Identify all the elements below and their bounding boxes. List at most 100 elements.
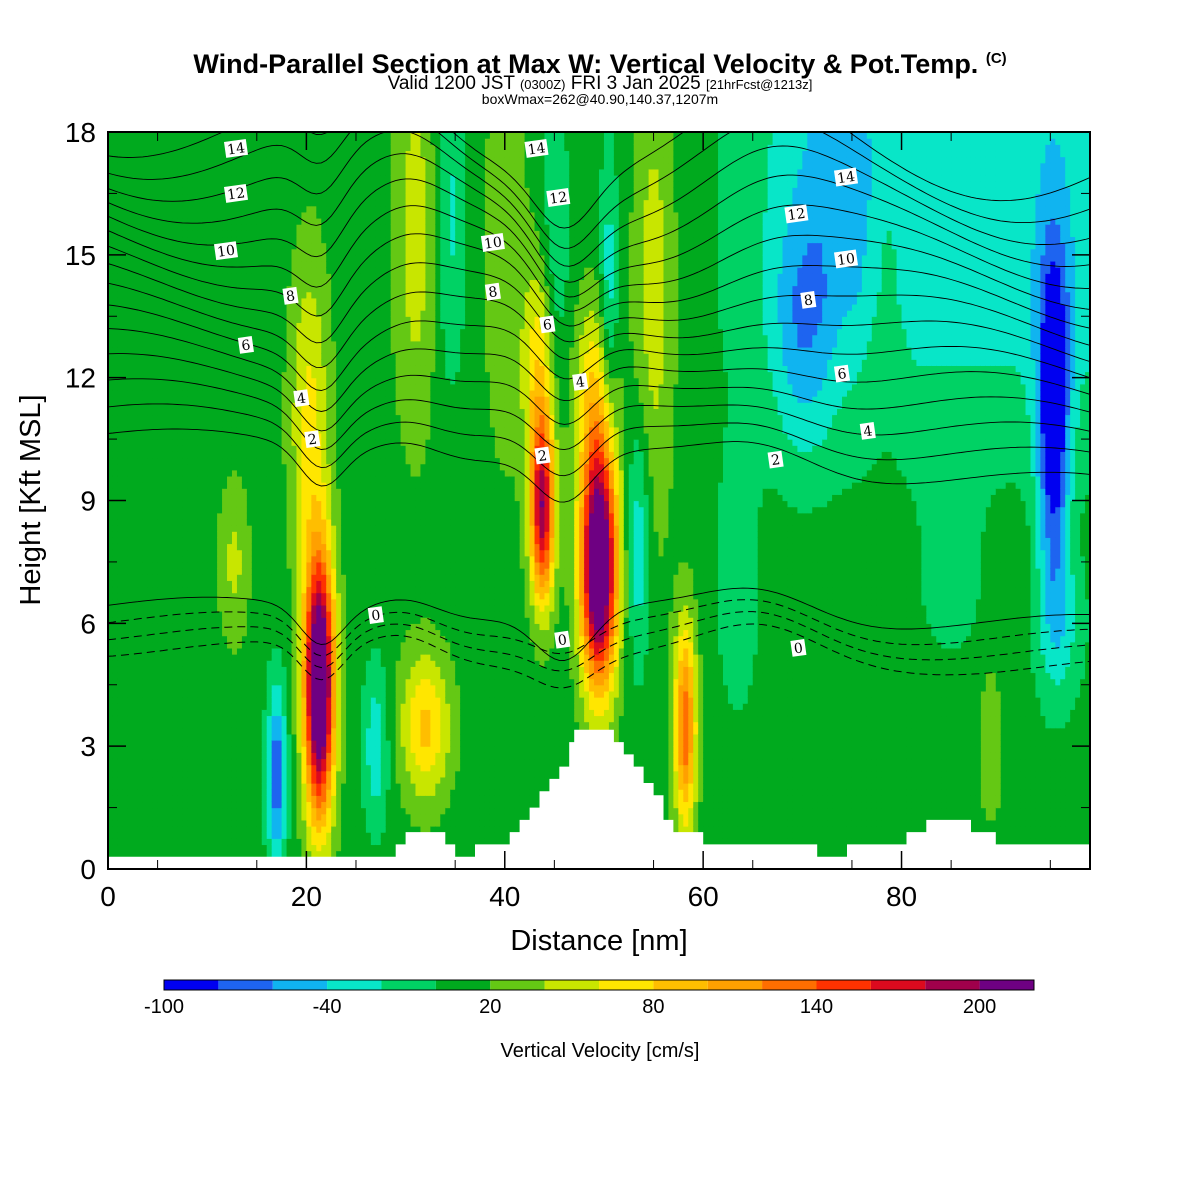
w-cell xyxy=(291,316,298,323)
w-cell xyxy=(207,162,213,170)
w-cell xyxy=(236,162,243,170)
w-cell xyxy=(217,518,223,526)
w-cell xyxy=(256,199,263,207)
w-cell xyxy=(142,703,149,710)
w-cell xyxy=(261,451,268,459)
w-cell xyxy=(202,813,208,821)
w-cell xyxy=(266,604,273,612)
w-cell xyxy=(256,561,263,569)
w-cell xyxy=(241,199,248,207)
w-cell xyxy=(117,426,124,434)
w-cell xyxy=(162,310,169,317)
w-cell xyxy=(132,531,139,538)
w-cell xyxy=(207,543,213,551)
w-cell xyxy=(222,697,228,704)
w-cell xyxy=(187,132,193,139)
w-cell xyxy=(212,568,218,575)
w-cell xyxy=(217,512,223,520)
w-cell xyxy=(127,365,134,373)
w-cell xyxy=(236,457,243,465)
w-cell xyxy=(251,709,258,717)
w-cell xyxy=(281,512,288,520)
w-cell xyxy=(132,740,139,747)
w-cell xyxy=(251,789,258,796)
w-cell xyxy=(182,512,188,520)
w-cell xyxy=(147,641,154,649)
w-cell xyxy=(271,445,278,452)
w-cell xyxy=(152,451,159,459)
w-cell xyxy=(207,211,213,219)
w-cell xyxy=(246,267,253,274)
w-cell xyxy=(251,144,258,152)
w-cell xyxy=(112,316,119,323)
w-cell xyxy=(177,445,183,452)
w-cell xyxy=(296,488,303,495)
w-cell xyxy=(142,770,149,778)
w-cell xyxy=(147,660,154,667)
w-cell xyxy=(197,316,203,323)
w-cell xyxy=(197,838,203,846)
w-cell xyxy=(108,414,114,422)
w-cell xyxy=(301,132,307,139)
w-cell xyxy=(227,819,233,827)
w-cell xyxy=(306,506,312,514)
w-cell xyxy=(127,236,134,244)
w-cell xyxy=(187,666,193,674)
w-cell xyxy=(306,697,312,704)
w-cell xyxy=(197,770,203,778)
w-cell xyxy=(187,580,193,588)
w-cell xyxy=(246,432,253,440)
w-cell xyxy=(266,156,273,164)
w-cell xyxy=(167,365,174,373)
w-cell xyxy=(217,205,223,213)
w-cell xyxy=(256,408,263,416)
w-cell xyxy=(217,752,223,760)
w-cell xyxy=(227,561,233,569)
w-cell xyxy=(241,586,248,594)
w-cell xyxy=(246,586,253,594)
w-cell xyxy=(142,654,149,661)
w-cell xyxy=(157,770,164,778)
w-cell xyxy=(306,230,312,238)
w-cell xyxy=(132,396,139,403)
w-cell xyxy=(112,783,119,790)
w-cell xyxy=(132,138,139,145)
w-cell xyxy=(251,377,258,385)
w-cell xyxy=(227,408,233,416)
w-cell xyxy=(306,660,312,667)
w-cell xyxy=(172,144,179,152)
w-cell xyxy=(192,733,198,741)
w-cell xyxy=(207,242,213,250)
w-cell xyxy=(132,408,139,416)
w-cell xyxy=(266,776,273,784)
w-cell xyxy=(266,303,273,311)
w-cell xyxy=(256,684,263,692)
w-cell xyxy=(147,162,154,170)
w-cell xyxy=(172,746,179,753)
w-cell xyxy=(157,727,164,735)
w-cell xyxy=(227,482,233,489)
w-cell xyxy=(286,377,293,385)
w-cell xyxy=(241,402,248,409)
w-cell xyxy=(127,721,134,729)
w-cell xyxy=(212,316,218,323)
w-cell xyxy=(266,690,273,698)
w-cell xyxy=(281,432,288,440)
w-cell xyxy=(147,801,154,809)
w-cell xyxy=(276,795,283,803)
w-cell xyxy=(286,629,293,637)
w-cell xyxy=(276,690,283,698)
w-cell xyxy=(122,181,129,188)
w-cell xyxy=(172,629,179,637)
w-cell xyxy=(291,353,298,360)
w-cell xyxy=(122,813,129,821)
w-cell xyxy=(132,267,139,274)
w-cell xyxy=(256,426,263,434)
w-cell xyxy=(291,205,298,213)
w-cell xyxy=(251,230,258,238)
w-cell xyxy=(251,267,258,274)
w-cell xyxy=(222,678,228,686)
w-cell xyxy=(236,402,243,409)
w-cell xyxy=(207,248,213,256)
w-cell xyxy=(187,776,193,784)
